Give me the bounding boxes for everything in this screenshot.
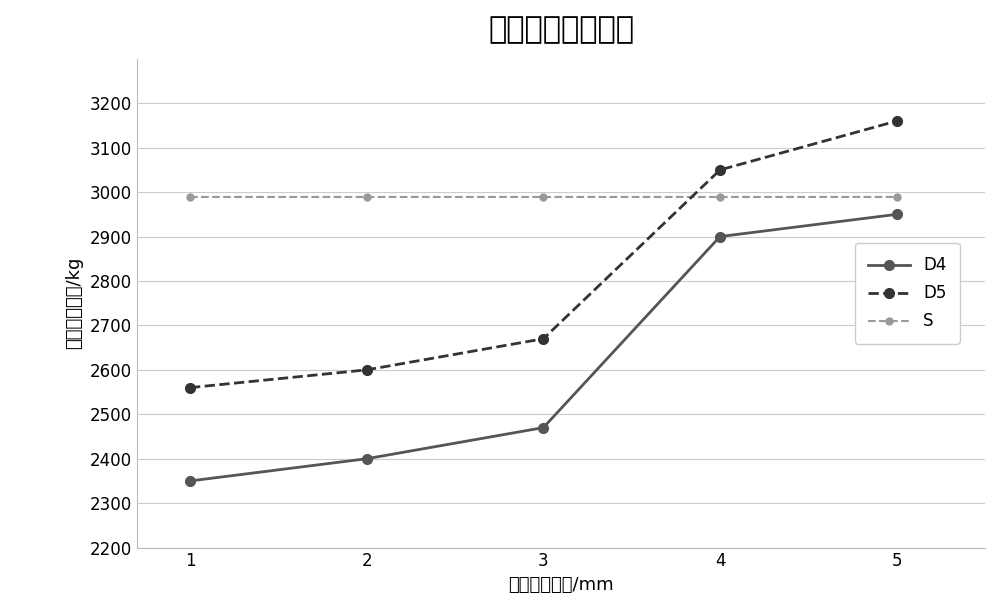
Line: D4: D4: [185, 209, 902, 486]
S: [184, 193, 196, 200]
D4: [714, 233, 726, 240]
S: [361, 193, 373, 200]
Y-axis label: 辣椒拟亩产量/kg: 辣椒拟亩产量/kg: [65, 257, 83, 350]
Line: D5: D5: [185, 116, 902, 392]
D4: [361, 455, 373, 462]
D5: [714, 166, 726, 174]
D5: [361, 366, 373, 373]
D5: [891, 118, 903, 125]
X-axis label: 生物炭添加量/mm: 生物炭添加量/mm: [508, 576, 614, 594]
S: [537, 193, 549, 200]
Line: S: S: [187, 193, 900, 200]
S: [714, 193, 726, 200]
D4: [184, 477, 196, 485]
S: [891, 193, 903, 200]
D5: [184, 384, 196, 392]
D4: [537, 424, 549, 431]
Title: 亩产量变化趋势图: 亩产量变化趋势图: [488, 15, 634, 44]
D4: [891, 211, 903, 218]
Legend: D4, D5, S: D4, D5, S: [855, 243, 960, 343]
D5: [537, 335, 549, 342]
